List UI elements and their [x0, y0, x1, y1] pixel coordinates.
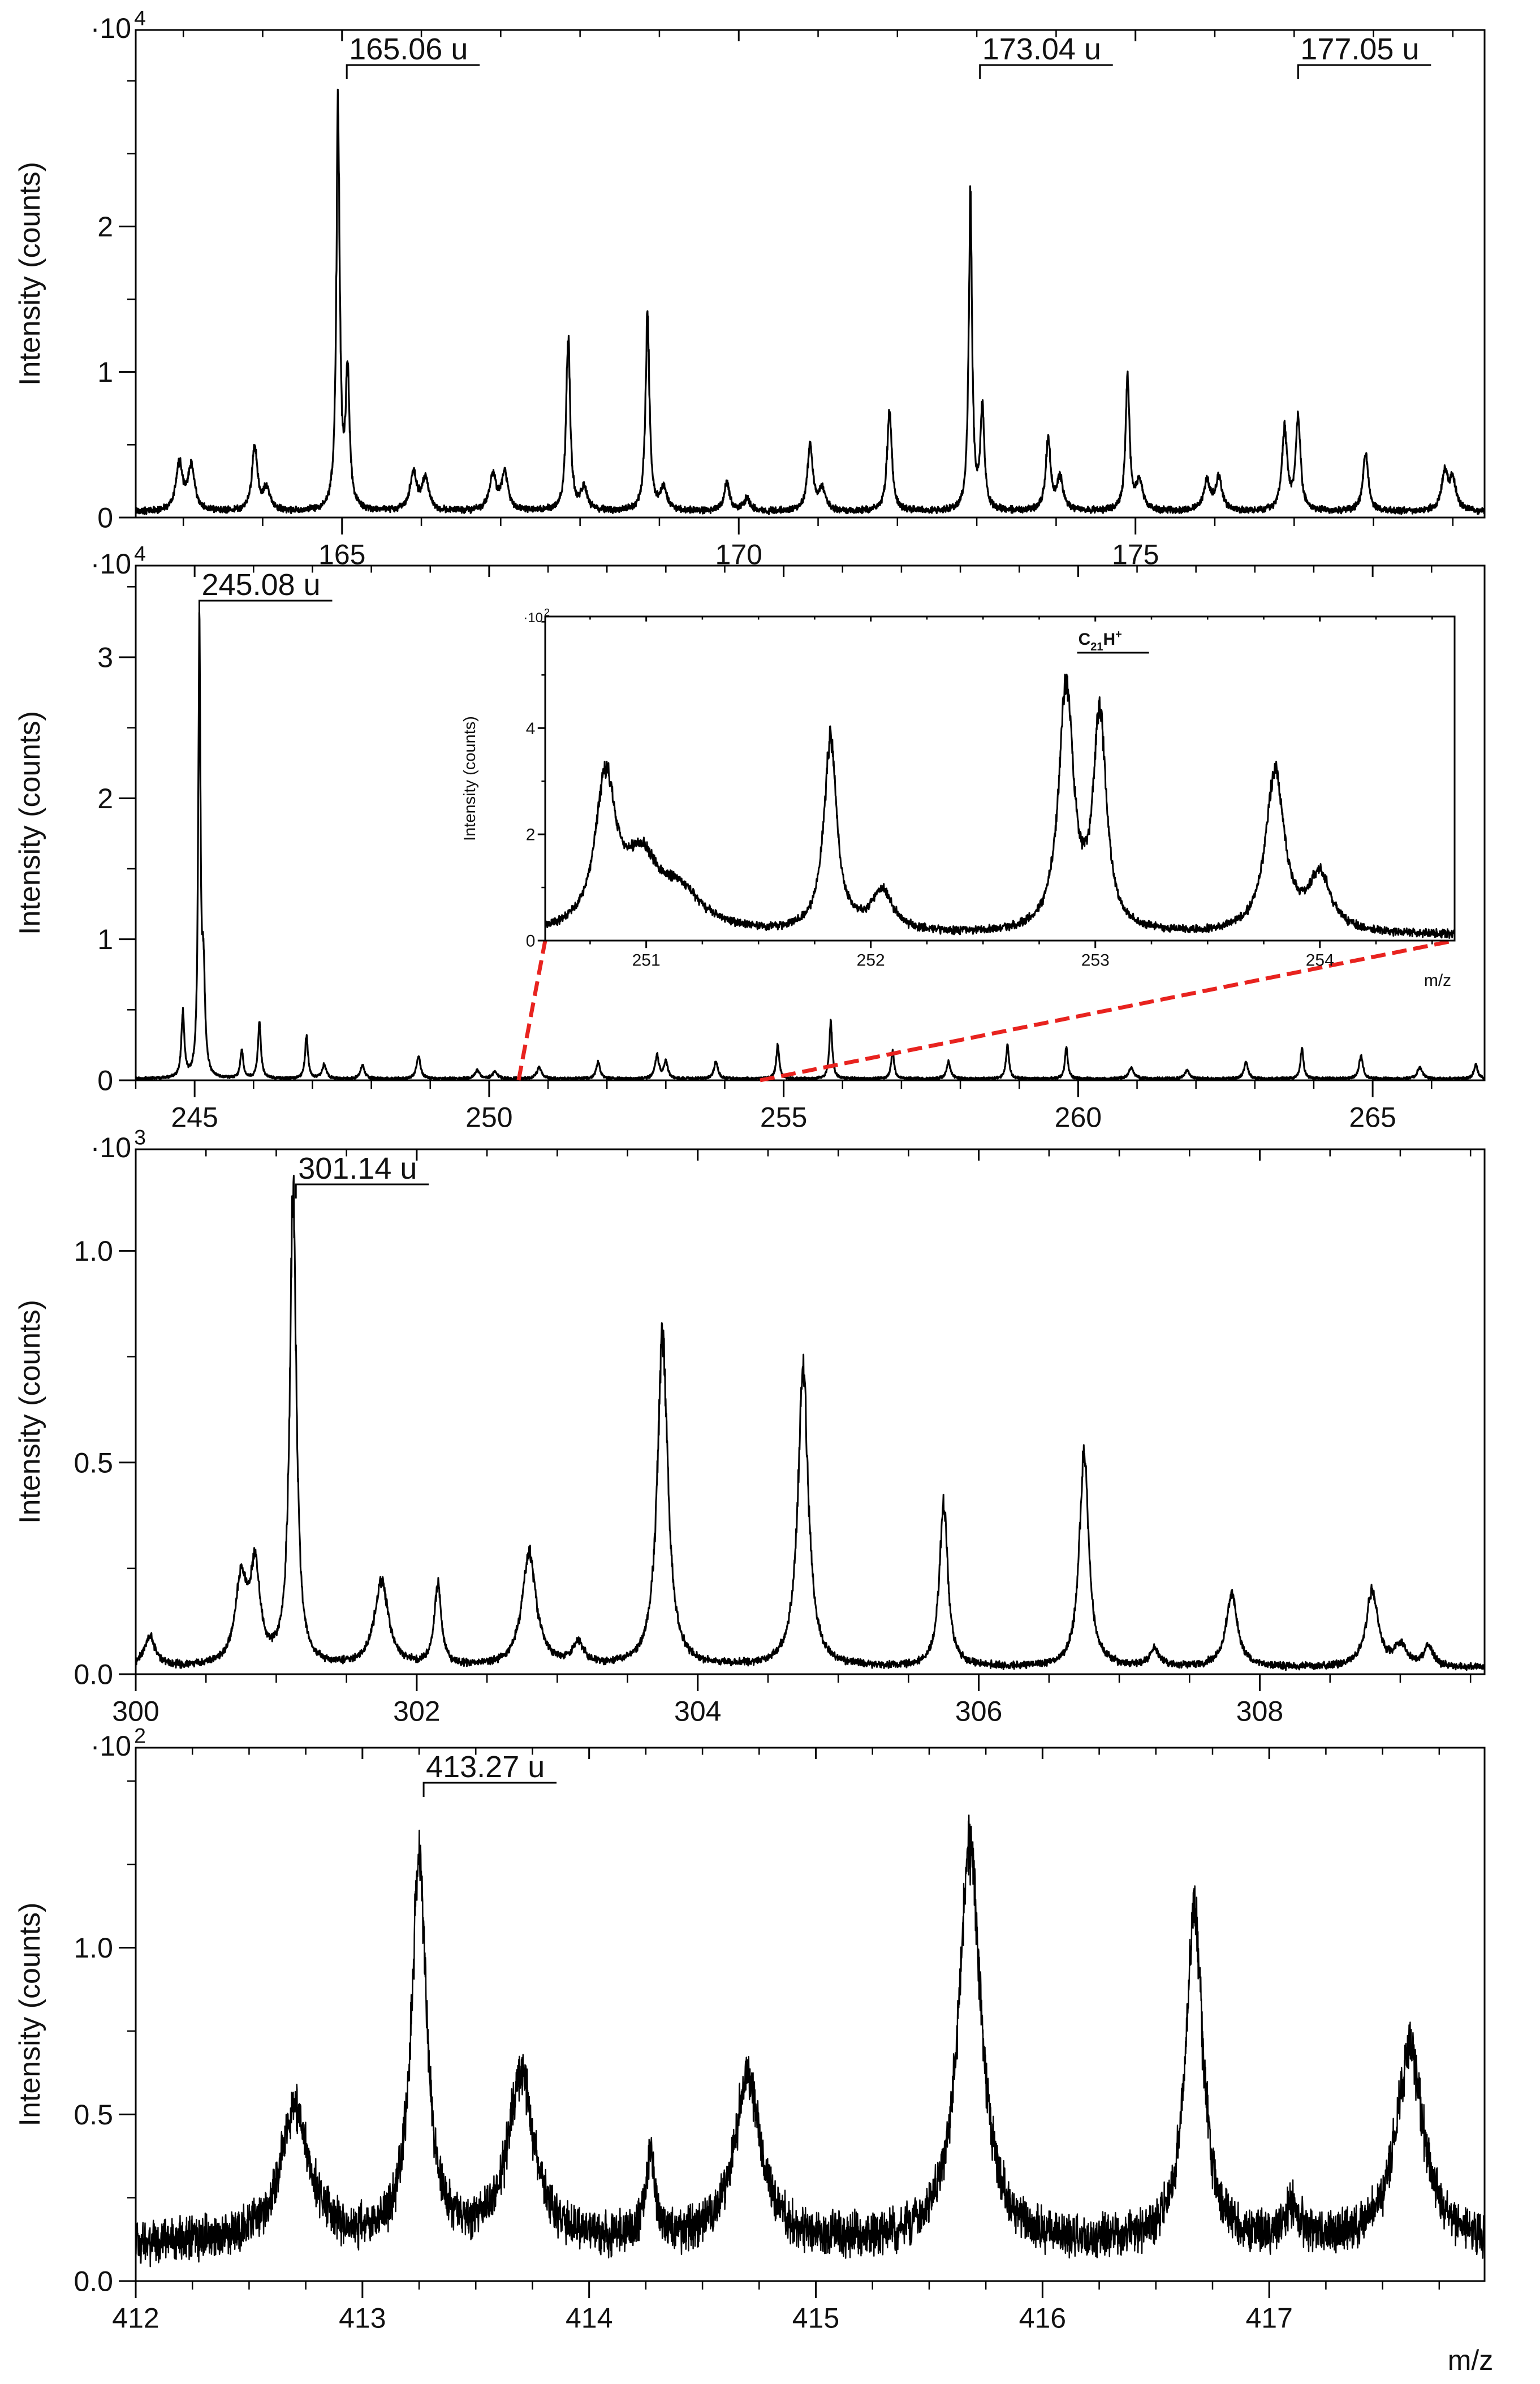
x-tick-label: 304	[674, 1696, 721, 1727]
y-tick-label: 0	[97, 1065, 113, 1097]
peak-annotation-label: 413.27 u	[426, 1750, 545, 1784]
peak-annotation-bracket	[295, 1183, 429, 1199]
x-tick-label: 306	[955, 1696, 1002, 1727]
plot-frame	[135, 564, 1486, 1081]
x-tick-label: 417	[1245, 2303, 1292, 2334]
plot-frame	[135, 29, 1486, 519]
x-tick-label: 300	[112, 1696, 159, 1727]
zoom-line-right	[760, 938, 1455, 1083]
y-tick-label: 0.5	[74, 2099, 113, 2131]
peak-annotation-label: 301.14 u	[298, 1152, 417, 1185]
peak-annotation-bracket	[1297, 64, 1431, 79]
x-tick-label: 414	[566, 2303, 612, 2334]
y-multiplier-exponent: 2	[544, 607, 550, 618]
y-tick-label: 1.0	[74, 1932, 113, 1964]
y-multiplier-exponent: 2	[134, 1724, 146, 1748]
x-tick-label: 412	[112, 2303, 159, 2334]
y-tick-label: 3	[97, 642, 113, 674]
zoom-line-left	[516, 940, 547, 1081]
y-multiplier: ·10	[90, 1730, 131, 1762]
x-tick-label: 251	[632, 951, 661, 970]
y-multiplier: ·10	[523, 610, 543, 626]
peak-annotation-bracket	[422, 1782, 557, 1797]
x-tick-label: 308	[1236, 1696, 1283, 1727]
peak-annotation-label: 245.08 u	[201, 568, 320, 602]
x-tick-label: 416	[1019, 2303, 1066, 2334]
plot-frame	[135, 1148, 1486, 1675]
x-tick-label: 252	[857, 951, 885, 970]
peak-annotation-label: 173.04 u	[982, 32, 1101, 66]
peak-annotation-bracket	[346, 64, 480, 79]
y-tick-label: 1	[97, 924, 113, 955]
x-tick-label: 250	[465, 1102, 512, 1133]
x-tick-label: 245	[171, 1102, 218, 1133]
y-tick-label: 0	[526, 932, 536, 951]
spectrum-line	[135, 88, 1486, 515]
y-tick-label: 0.5	[74, 1447, 113, 1478]
y-axis-label: Intensity (counts)	[14, 711, 46, 935]
y-axis-label: Intensity (counts)	[461, 716, 479, 841]
y-axis-label: Intensity (counts)	[14, 1903, 46, 2127]
x-tick-label: 302	[393, 1696, 440, 1727]
peak-annotation-label: 165.06 u	[349, 32, 468, 66]
y-multiplier: ·10	[90, 12, 131, 44]
formula-part: +	[1115, 628, 1122, 641]
inset-background	[545, 617, 1455, 941]
y-tick-label: 2	[97, 783, 113, 814]
y-multiplier: ·10	[90, 1132, 131, 1163]
spectrum-line	[135, 1175, 1486, 1671]
formula-part: C	[1079, 630, 1091, 649]
formula-part: H	[1103, 630, 1116, 649]
panel-3: 300 302 304 306 308 0.0 0.5 1.0 Intensity (count…	[14, 1126, 1486, 1727]
y-tick-label: 2	[97, 211, 113, 243]
y-tick-label: 4	[526, 719, 536, 738]
inset-x-axis-label: m/z	[1424, 971, 1451, 990]
y-tick-label: 0	[97, 502, 113, 534]
y-tick-label: 1	[97, 356, 113, 388]
y-tick-label: 0.0	[74, 2266, 113, 2297]
y-axis-label: Intensity (counts)	[14, 162, 46, 386]
x-tick-label: 255	[760, 1102, 807, 1133]
y-tick-label: 1.0	[74, 1235, 113, 1267]
plot-frame	[135, 1747, 1486, 2282]
panel-4: 412 413 414 415 416 417 0.0 0.5 1.0 Intensity (co…	[14, 1724, 1486, 2334]
zoom-connector	[516, 938, 1455, 1083]
x-tick-label: 415	[792, 2303, 839, 2334]
plot-frame	[544, 615, 1456, 942]
y-multiplier: ·10	[90, 548, 131, 580]
y-multiplier-exponent: 4	[134, 542, 146, 566]
y-tick-label: 0.0	[74, 1659, 113, 1691]
formula-part: 21	[1090, 641, 1103, 653]
peak-annotation-bracket	[979, 64, 1113, 79]
x-tick-label: 413	[339, 2303, 386, 2334]
spectrum-line	[135, 1814, 1486, 2267]
x-tick-label: 265	[1349, 1102, 1396, 1133]
peak-annotation-label: 177.05 u	[1300, 32, 1419, 66]
x-tick-label: 254	[1306, 951, 1334, 970]
y-multiplier-exponent: 4	[134, 6, 146, 30]
peak-annotation-bracket	[198, 600, 333, 615]
x-tick-label: 253	[1081, 951, 1110, 970]
y-multiplier-exponent: 3	[134, 1126, 146, 1149]
x-tick-label: 260	[1055, 1102, 1102, 1133]
figure-xlabel: m/z	[1448, 2344, 1494, 2376]
spectrum-line	[544, 674, 1456, 939]
y-tick-label: 2	[526, 826, 536, 844]
panel-2: 245 250 255 260 265 0 1 2 3 Intensity (counts) ·10…	[14, 542, 1486, 1133]
y-axis-label: Intensity (counts)	[14, 1300, 46, 1524]
formula-label: C21H+	[1079, 628, 1122, 653]
